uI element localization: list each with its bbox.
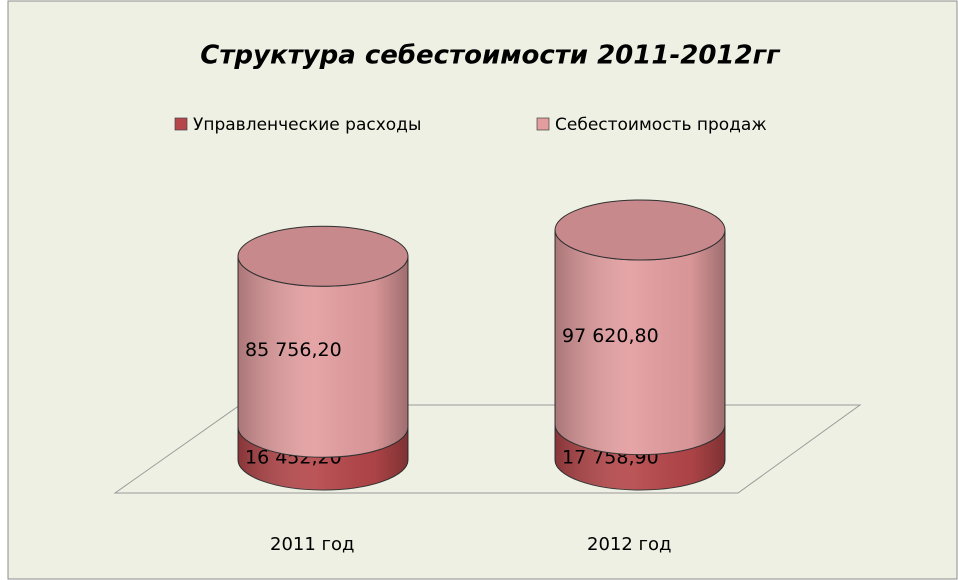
cylinder-top-shade	[238, 226, 408, 287]
floor	[113, 404, 862, 494]
cylinder-shade	[238, 427, 408, 490]
legend-label: Себестоимость продаж	[555, 115, 767, 135]
x-tick-label: 2011 год	[270, 534, 354, 555]
cylinder-segment	[237, 225, 409, 458]
cylinder-shade	[555, 424, 725, 490]
cylinder-shade	[555, 230, 725, 455]
legend-label: Управленческие расходы	[193, 115, 421, 135]
cylinder-top	[554, 199, 726, 261]
legend-swatch	[536, 117, 550, 131]
cylinder-top-shade	[555, 200, 725, 260]
cylinder-segment	[554, 199, 726, 456]
chart-title: Структура себестоимости 2011-2012гг	[200, 41, 781, 71]
cylinder-shade	[238, 256, 408, 458]
legend-swatch	[174, 117, 188, 131]
legend: Управленческие расходы Себестоимость прод…	[174, 115, 767, 135]
cylinder-top	[237, 225, 409, 287]
x-tick-label: 2012 год	[587, 534, 671, 555]
data-label: 97 620,80	[562, 325, 659, 347]
data-label: 85 756,20	[245, 339, 342, 361]
